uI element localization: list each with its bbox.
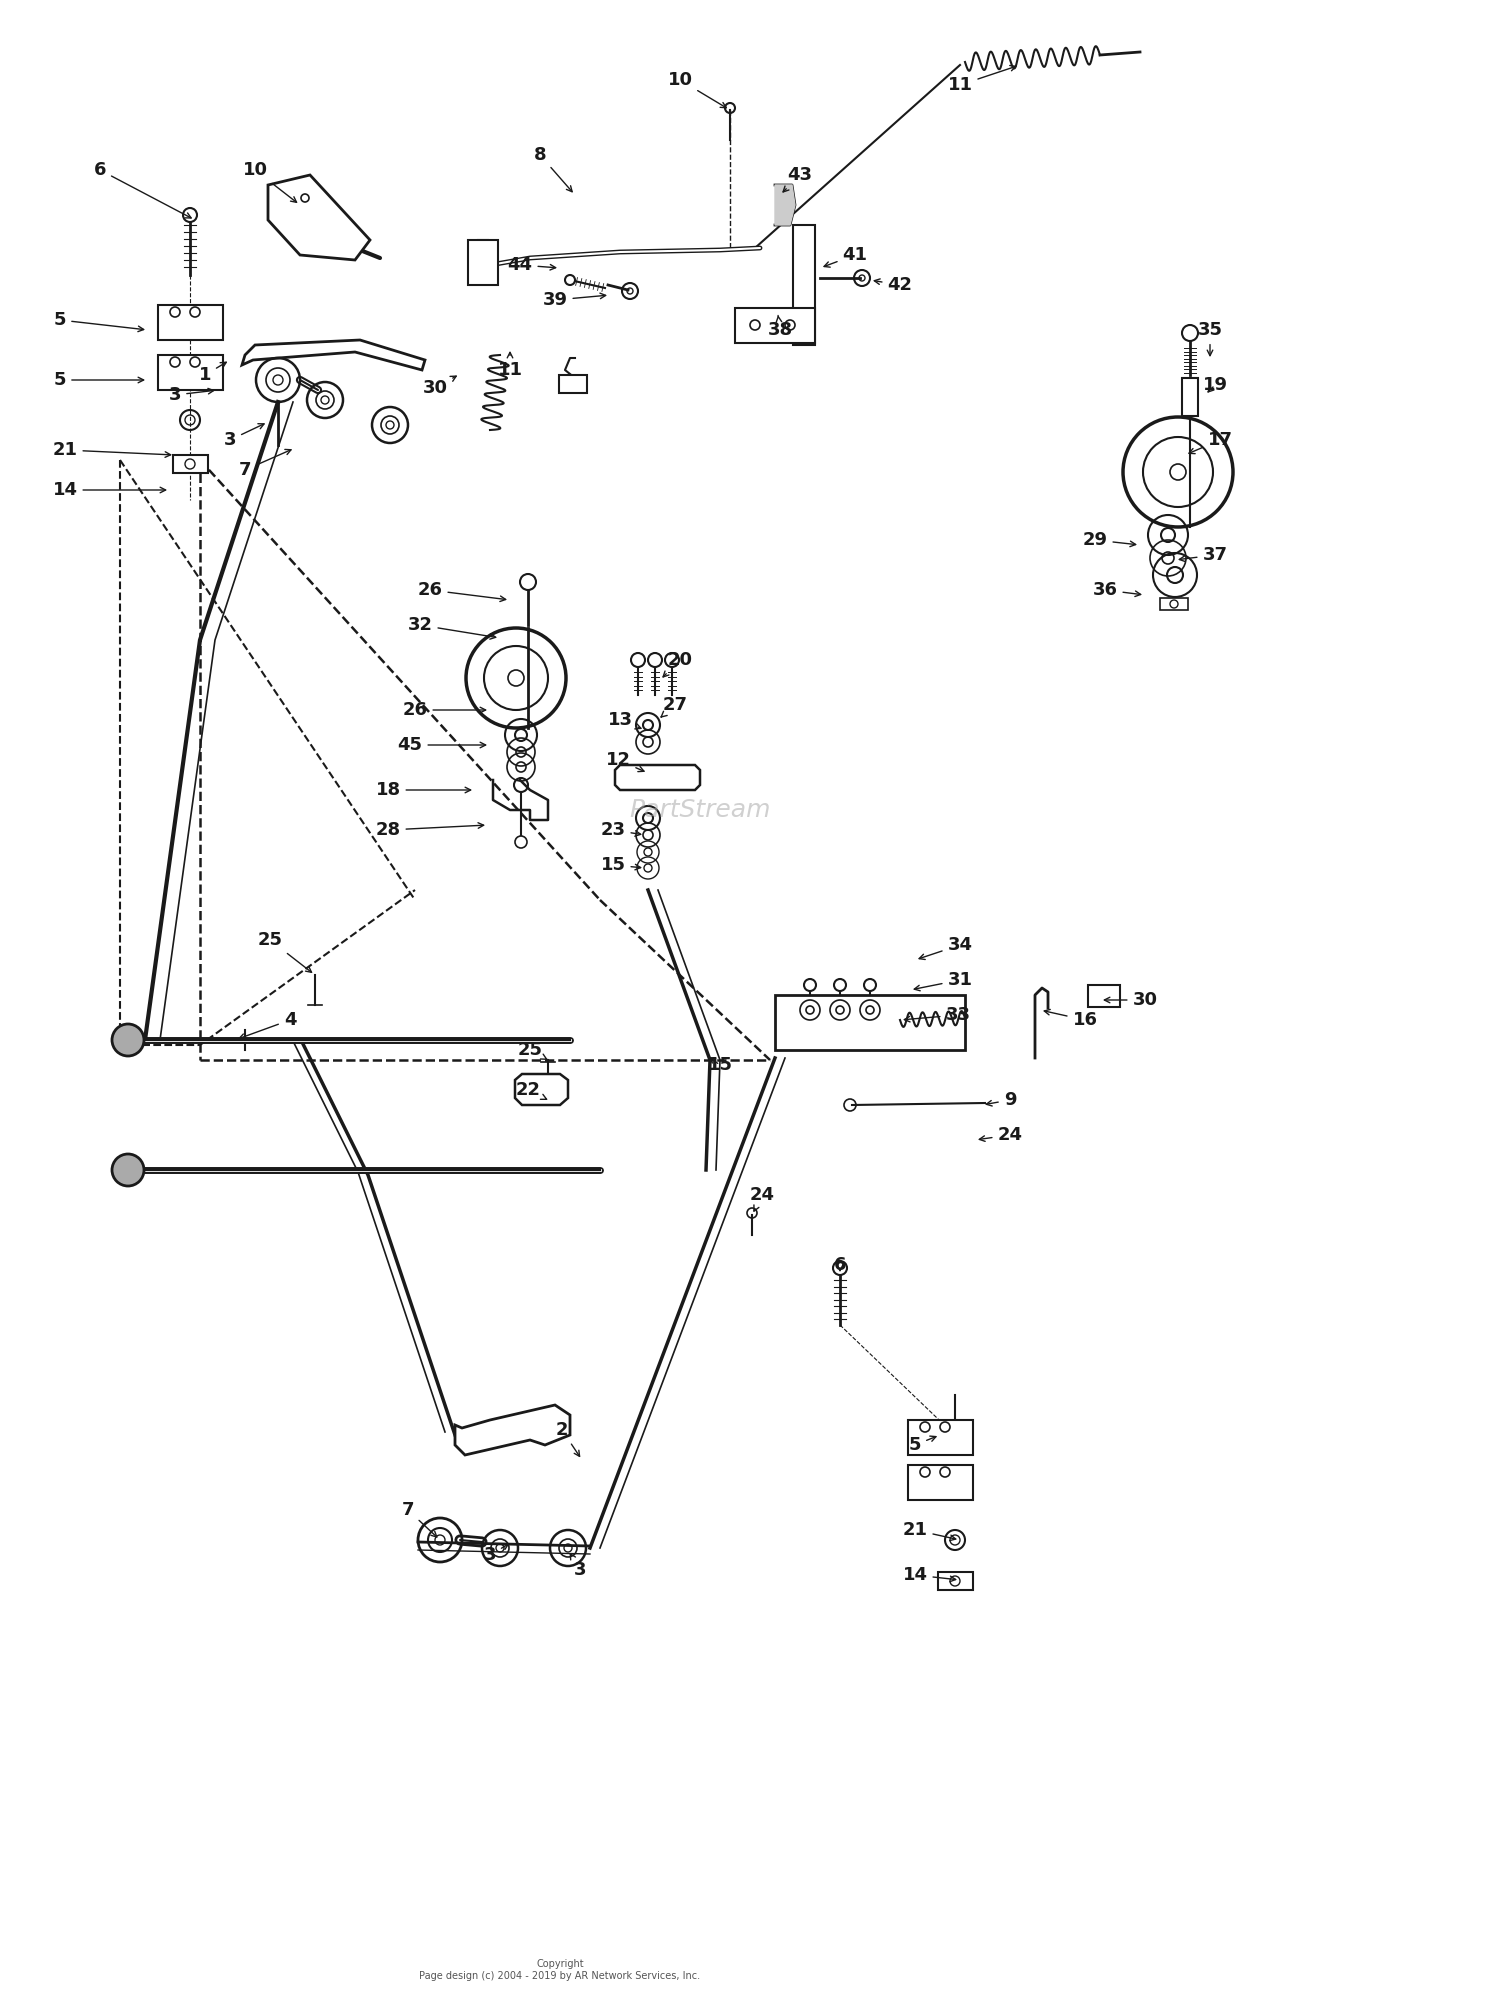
Text: 5: 5 — [54, 312, 144, 332]
Circle shape — [664, 654, 680, 668]
Bar — [794, 225, 814, 346]
Bar — [560, 374, 586, 392]
Text: 11: 11 — [498, 352, 522, 378]
Text: 26: 26 — [402, 702, 486, 720]
Bar — [172, 454, 208, 473]
Polygon shape — [454, 1406, 570, 1456]
Circle shape — [632, 654, 645, 668]
Text: 42: 42 — [874, 276, 912, 294]
Text: 30: 30 — [423, 376, 456, 396]
Polygon shape — [242, 340, 424, 370]
Text: 23: 23 — [600, 820, 640, 839]
Text: 25: 25 — [258, 931, 312, 973]
Circle shape — [1182, 326, 1198, 342]
Text: 9: 9 — [987, 1092, 1017, 1108]
Polygon shape — [268, 175, 370, 259]
Text: 25: 25 — [518, 1042, 548, 1060]
Text: 12: 12 — [606, 750, 644, 772]
Circle shape — [566, 276, 574, 286]
Text: 3: 3 — [224, 424, 264, 448]
Bar — [158, 356, 224, 390]
Bar — [938, 1573, 974, 1591]
Text: 7: 7 — [402, 1500, 436, 1536]
Text: 10: 10 — [668, 70, 726, 109]
Text: 38: 38 — [768, 316, 792, 340]
Text: 27: 27 — [662, 696, 687, 718]
Circle shape — [864, 979, 876, 991]
Text: 44: 44 — [507, 255, 555, 273]
Text: 31: 31 — [914, 971, 972, 991]
Text: 7: 7 — [238, 448, 291, 479]
Text: 5: 5 — [54, 370, 144, 388]
Circle shape — [112, 1154, 144, 1186]
Text: PartStream: PartStream — [630, 798, 771, 822]
Text: 28: 28 — [375, 820, 483, 839]
Text: 5: 5 — [909, 1436, 936, 1454]
Bar — [1182, 378, 1198, 416]
Text: 3: 3 — [570, 1555, 586, 1579]
Text: 41: 41 — [824, 245, 867, 267]
Text: 15: 15 — [600, 857, 640, 875]
Bar — [776, 995, 964, 1050]
Text: 6: 6 — [93, 161, 190, 217]
Circle shape — [520, 573, 536, 589]
Text: 11: 11 — [948, 66, 1016, 95]
Bar — [735, 308, 815, 344]
Text: 33: 33 — [904, 1006, 970, 1024]
Text: 4: 4 — [238, 1012, 296, 1040]
Text: Copyright
Page design (c) 2004 - 2019 by AR Network Services, Inc.: Copyright Page design (c) 2004 - 2019 by… — [420, 1959, 700, 1981]
Bar — [908, 1420, 974, 1456]
Text: 19: 19 — [1203, 376, 1227, 394]
Text: 15: 15 — [708, 1056, 732, 1074]
Text: 35: 35 — [1197, 322, 1222, 356]
Text: 17: 17 — [1190, 430, 1233, 454]
Text: 24: 24 — [980, 1126, 1023, 1144]
Text: 20: 20 — [663, 652, 693, 678]
Text: 1: 1 — [198, 362, 226, 384]
Bar — [1160, 597, 1188, 609]
Text: 22: 22 — [516, 1082, 546, 1100]
Text: 3: 3 — [168, 386, 213, 404]
Text: 3: 3 — [483, 1544, 508, 1565]
Bar — [1088, 985, 1120, 1008]
Circle shape — [183, 207, 196, 221]
Text: 39: 39 — [543, 292, 606, 310]
Text: 37: 37 — [1179, 547, 1227, 563]
Polygon shape — [615, 764, 701, 790]
Text: 29: 29 — [1083, 531, 1136, 549]
Text: 2: 2 — [555, 1422, 579, 1456]
Circle shape — [834, 979, 846, 991]
Polygon shape — [514, 1074, 568, 1104]
Text: 24: 24 — [750, 1186, 774, 1211]
Text: 21: 21 — [53, 440, 171, 459]
Text: 6: 6 — [834, 1257, 846, 1275]
Text: 21: 21 — [903, 1520, 956, 1540]
Text: 30: 30 — [1104, 991, 1158, 1010]
Text: 8: 8 — [534, 147, 572, 191]
Text: 13: 13 — [608, 712, 640, 730]
Bar — [468, 239, 498, 286]
Bar — [908, 1464, 974, 1500]
Circle shape — [833, 1261, 848, 1275]
Circle shape — [514, 837, 526, 849]
Text: 32: 32 — [408, 615, 495, 639]
Text: 16: 16 — [1044, 1010, 1098, 1030]
Circle shape — [112, 1024, 144, 1056]
Polygon shape — [776, 185, 795, 225]
Text: 34: 34 — [920, 935, 972, 959]
Text: 43: 43 — [783, 167, 813, 191]
Text: 36: 36 — [1092, 581, 1140, 599]
Bar — [158, 306, 224, 340]
Text: 26: 26 — [417, 581, 506, 601]
Text: 10: 10 — [243, 161, 297, 203]
Text: 45: 45 — [398, 736, 486, 754]
Circle shape — [804, 979, 816, 991]
Text: 14: 14 — [53, 481, 165, 499]
Circle shape — [648, 654, 662, 668]
Text: 18: 18 — [375, 780, 471, 798]
Text: 14: 14 — [903, 1567, 956, 1585]
